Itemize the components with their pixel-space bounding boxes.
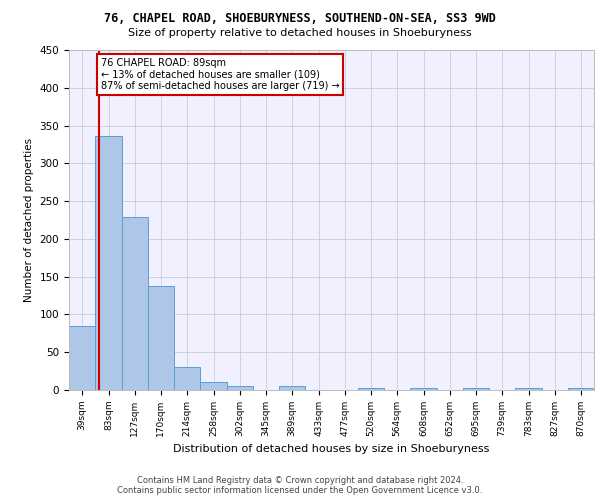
Bar xyxy=(410,388,437,390)
Y-axis label: Number of detached properties: Number of detached properties xyxy=(24,138,34,302)
Text: 76, CHAPEL ROAD, SHOEBURYNESS, SOUTHEND-ON-SEA, SS3 9WD: 76, CHAPEL ROAD, SHOEBURYNESS, SOUTHEND-… xyxy=(104,12,496,26)
X-axis label: Distribution of detached houses by size in Shoeburyness: Distribution of detached houses by size … xyxy=(173,444,490,454)
Bar xyxy=(568,388,594,390)
Text: Size of property relative to detached houses in Shoeburyness: Size of property relative to detached ho… xyxy=(128,28,472,38)
Bar xyxy=(515,388,542,390)
Bar xyxy=(122,217,148,390)
Bar xyxy=(69,326,95,390)
Text: 76 CHAPEL ROAD: 89sqm
← 13% of detached houses are smaller (109)
87% of semi-det: 76 CHAPEL ROAD: 89sqm ← 13% of detached … xyxy=(101,58,340,91)
Bar xyxy=(227,386,253,390)
Bar xyxy=(148,286,174,390)
Bar xyxy=(200,382,227,390)
Text: Contains HM Land Registry data © Crown copyright and database right 2024.: Contains HM Land Registry data © Crown c… xyxy=(137,476,463,485)
Bar xyxy=(95,136,122,390)
Text: Contains public sector information licensed under the Open Government Licence v3: Contains public sector information licen… xyxy=(118,486,482,495)
Bar xyxy=(358,388,384,390)
Bar xyxy=(174,368,200,390)
Bar xyxy=(463,388,489,390)
Bar xyxy=(279,386,305,390)
